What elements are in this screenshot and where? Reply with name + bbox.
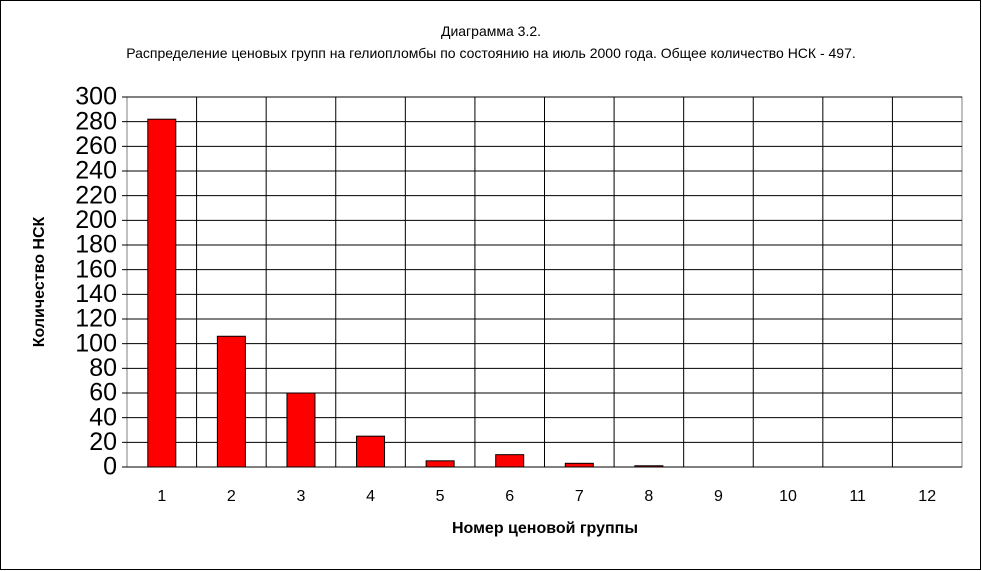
- x-tick-label: 5: [436, 488, 445, 505]
- y-tick-label: 200: [75, 206, 117, 234]
- y-axis-title: Количество НСК: [31, 216, 48, 347]
- x-tick-label: 2: [227, 488, 236, 505]
- chart-subtitle: Распределение ценовых групп на гелиоплом…: [126, 45, 856, 61]
- x-tick-label: 12: [918, 488, 936, 505]
- bar: [356, 435, 386, 468]
- bar: [147, 118, 177, 468]
- y-tick-label: 180: [75, 231, 117, 259]
- x-tick-label: 4: [366, 488, 375, 505]
- bar: [564, 462, 594, 468]
- y-tick-label: 240: [75, 157, 117, 185]
- y-tick-label: 80: [89, 354, 117, 382]
- y-tick-label: 120: [75, 305, 117, 333]
- bar: [634, 465, 664, 468]
- y-tick-label: 140: [75, 280, 117, 308]
- y-tick-label: 280: [75, 107, 117, 135]
- x-tick-label: 10: [779, 488, 797, 505]
- bar: [495, 454, 525, 468]
- y-tick-label: 20: [89, 428, 117, 456]
- y-tick-label: 260: [75, 132, 117, 160]
- x-axis-title: Номер ценовой группы: [452, 520, 638, 537]
- x-tick-label: 6: [505, 488, 514, 505]
- x-tick-label: 7: [575, 488, 584, 505]
- y-tick-label: 60: [89, 379, 117, 407]
- x-tick-label: 1: [157, 488, 166, 505]
- y-tick-label: 160: [75, 255, 117, 283]
- y-tick-label: 40: [89, 403, 117, 431]
- bar: [286, 392, 316, 468]
- x-tick-label: 3: [297, 488, 306, 505]
- x-tick-label: 11: [849, 488, 866, 505]
- y-tick-label: 220: [75, 181, 117, 209]
- y-tick-label: 300: [75, 83, 117, 111]
- bar: [425, 460, 455, 468]
- y-tick-label: 100: [75, 329, 117, 357]
- bar: [216, 335, 246, 468]
- x-tick-label: 8: [644, 488, 653, 505]
- chart-title: Диаграмма 3.2.: [440, 23, 542, 39]
- x-tick-label: 9: [714, 488, 723, 505]
- y-tick-label: 0: [103, 453, 117, 481]
